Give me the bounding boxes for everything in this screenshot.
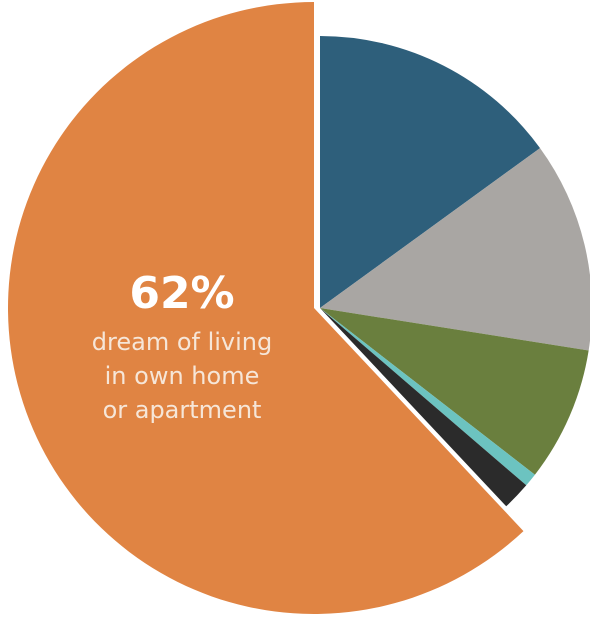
pie-slice-5 xyxy=(320,308,527,507)
pie-slice-2 xyxy=(320,148,590,351)
pie-slice-1 xyxy=(320,36,541,308)
pie-slice-4 xyxy=(320,308,535,486)
pie-slice-6 xyxy=(7,2,524,614)
callout-line-1: dream of living xyxy=(92,328,272,356)
pie-slices xyxy=(7,2,590,614)
callout-line-3: or apartment xyxy=(103,396,262,424)
callout-label: 62% dream of living in own home or apart… xyxy=(92,268,272,424)
callout-percent: 62% xyxy=(129,268,234,319)
callout-line-2: in own home xyxy=(105,362,260,390)
pie-slice-3 xyxy=(320,308,589,475)
